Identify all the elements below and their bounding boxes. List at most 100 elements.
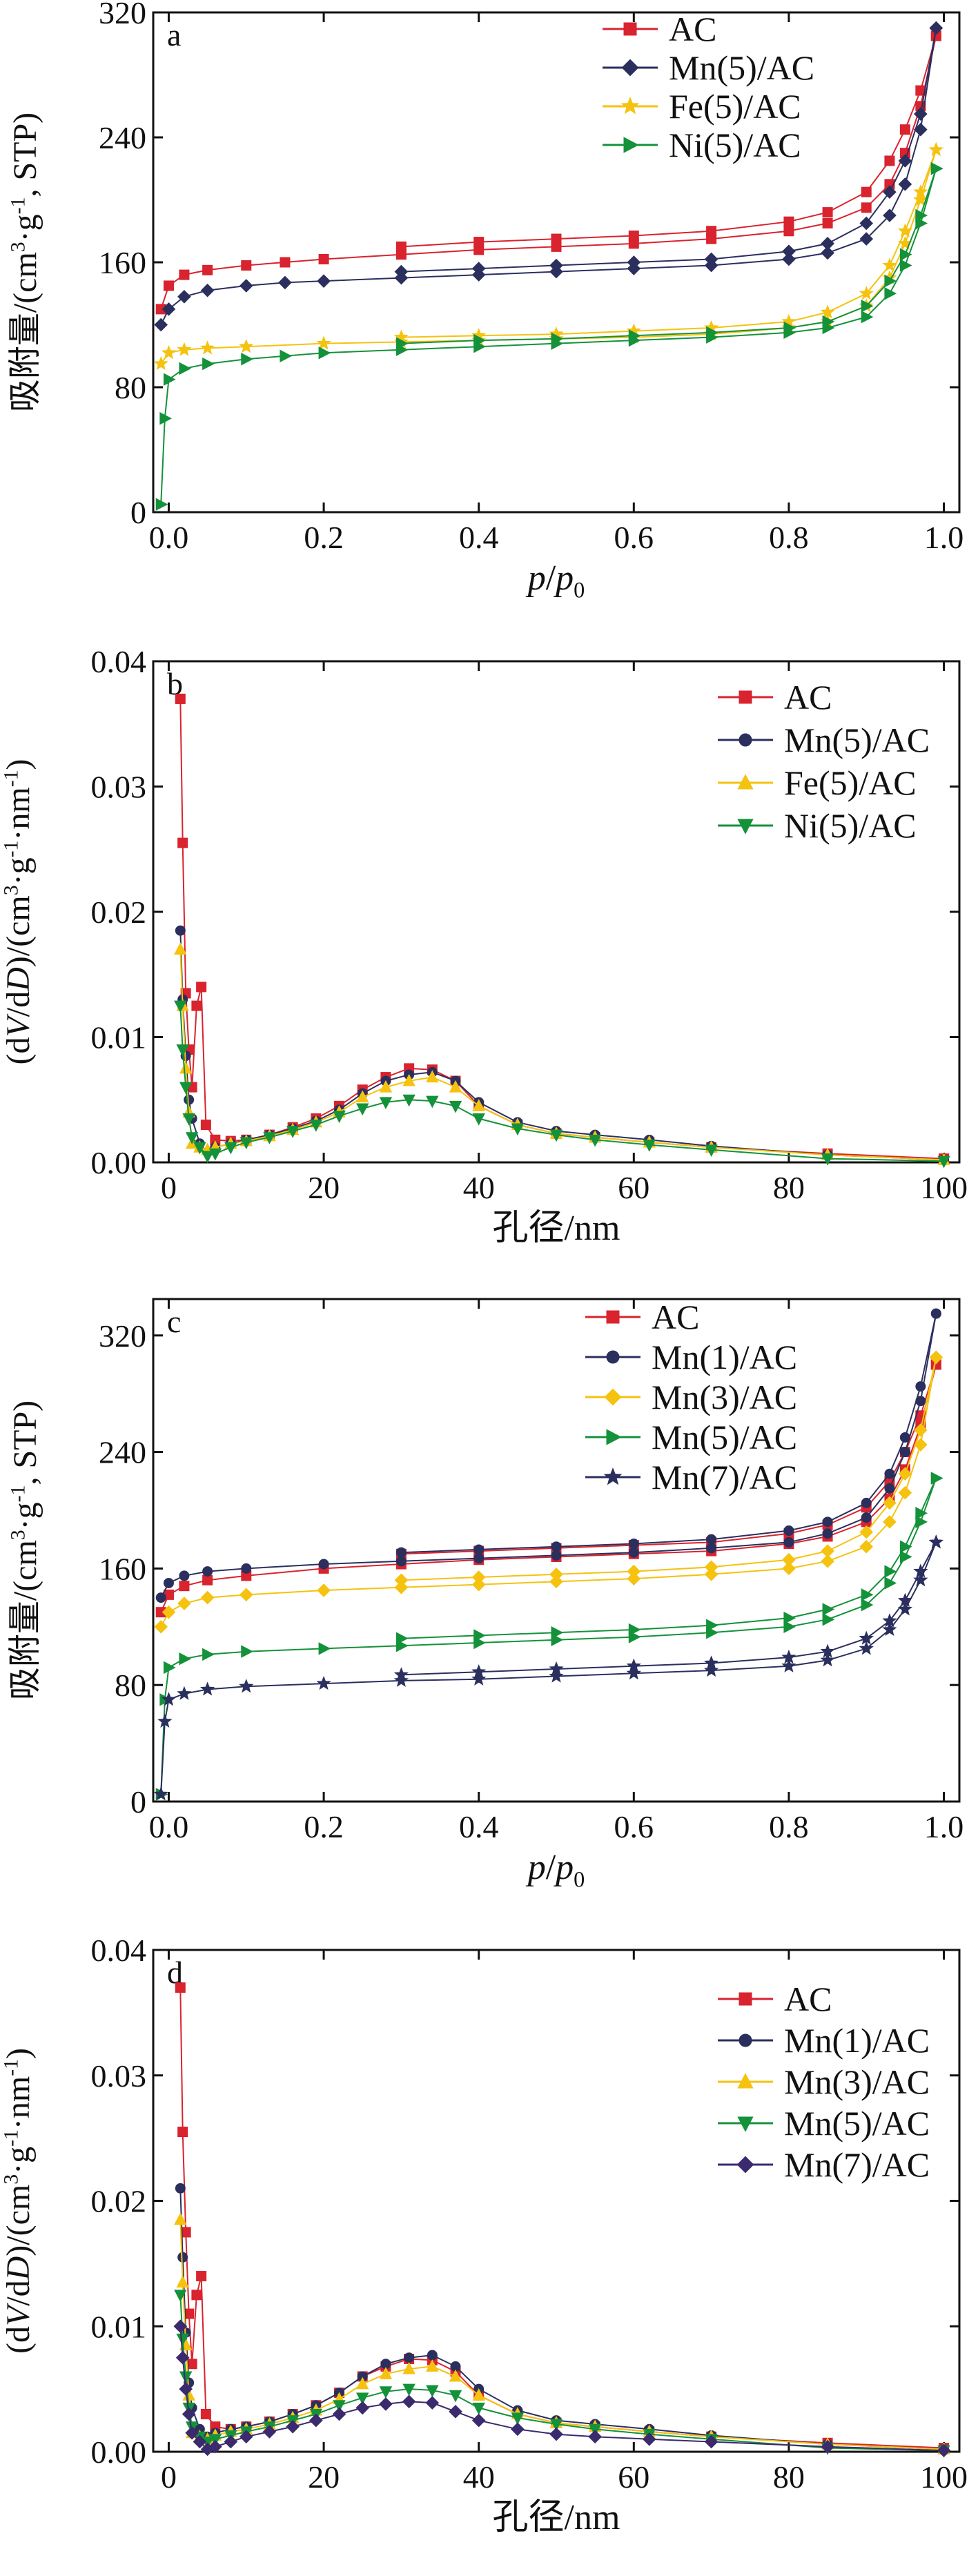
data-point bbox=[174, 2212, 187, 2225]
data-point bbox=[706, 226, 717, 237]
data-point bbox=[309, 1120, 323, 1132]
data-point bbox=[379, 2386, 393, 2399]
legend-marker bbox=[739, 733, 752, 747]
data-point bbox=[471, 2413, 486, 2428]
series-line bbox=[160, 28, 937, 325]
legend-marker bbox=[603, 1467, 623, 1485]
data-point bbox=[174, 1000, 187, 1013]
data-point bbox=[177, 289, 191, 304]
data-point bbox=[884, 155, 895, 166]
data-point bbox=[859, 232, 874, 246]
x-tick-label: 0.6 bbox=[614, 520, 654, 555]
data-point bbox=[175, 2183, 186, 2194]
data-point bbox=[882, 257, 897, 272]
data-point bbox=[471, 1577, 486, 1592]
data-point bbox=[861, 310, 874, 324]
data-point bbox=[176, 2333, 189, 2346]
data-point bbox=[549, 258, 563, 273]
data-point bbox=[706, 1534, 717, 1545]
data-point bbox=[179, 1570, 190, 1581]
data-point bbox=[241, 353, 253, 366]
data-point bbox=[332, 2407, 346, 2421]
data-point bbox=[549, 1668, 564, 1683]
data-point bbox=[914, 1438, 928, 1452]
y-tick-label: 0.01 bbox=[91, 1020, 147, 1055]
data-point bbox=[822, 1516, 833, 1528]
series-mn-7-ac bbox=[173, 2319, 951, 2457]
legend-label: Mn(7)/AC bbox=[652, 1458, 797, 1496]
data-point bbox=[239, 1679, 254, 1693]
x-tick-label: 0.2 bbox=[304, 520, 344, 555]
x-tick-label: 40 bbox=[463, 1170, 495, 1205]
data-point bbox=[202, 1574, 213, 1585]
data-point bbox=[239, 2430, 253, 2443]
data-point bbox=[175, 1982, 186, 1993]
data-point bbox=[394, 264, 409, 279]
series-line bbox=[160, 1542, 937, 1795]
data-point bbox=[898, 177, 912, 191]
data-point bbox=[937, 2443, 951, 2457]
legend-marker bbox=[739, 2033, 752, 2047]
data-point bbox=[781, 1649, 796, 1664]
data-point bbox=[395, 1632, 409, 1645]
data-point bbox=[155, 498, 168, 511]
y-tick-label: 0.04 bbox=[91, 644, 147, 679]
data-point bbox=[177, 1686, 192, 1700]
data-point bbox=[783, 1611, 796, 1625]
data-point bbox=[783, 1620, 796, 1634]
data-point bbox=[859, 216, 874, 231]
data-point bbox=[898, 154, 912, 168]
x-tick-label: 0.0 bbox=[149, 520, 189, 555]
data-point bbox=[425, 2396, 440, 2410]
data-point bbox=[783, 1536, 794, 1548]
data-point bbox=[822, 1613, 835, 1626]
data-point bbox=[628, 1539, 639, 1550]
series-mn-3-ac bbox=[154, 1350, 943, 1634]
data-point bbox=[154, 318, 168, 332]
y-tick-label: 0.02 bbox=[91, 2184, 147, 2219]
data-point bbox=[899, 1432, 910, 1443]
data-point bbox=[821, 1544, 834, 1558]
data-point bbox=[200, 1590, 215, 1605]
data-point bbox=[202, 1566, 213, 1577]
data-point bbox=[551, 1541, 562, 1552]
data-point bbox=[241, 1645, 253, 1658]
data-point bbox=[239, 1588, 253, 1602]
data-point bbox=[395, 1556, 407, 1567]
data-point bbox=[703, 1655, 719, 1670]
data-point bbox=[379, 1097, 393, 1110]
data-point bbox=[163, 1577, 174, 1588]
data-point bbox=[783, 226, 794, 237]
data-point bbox=[473, 237, 485, 248]
data-point bbox=[309, 2413, 323, 2428]
data-point bbox=[193, 1142, 206, 1155]
data-point bbox=[549, 2419, 563, 2432]
series-line bbox=[160, 35, 937, 310]
x-tick-label: 0.8 bbox=[769, 1809, 809, 1844]
data-point bbox=[898, 1467, 912, 1481]
data-point bbox=[175, 693, 186, 704]
legend-label: Fe(5)/AC bbox=[669, 87, 801, 126]
data-point bbox=[317, 1583, 331, 1597]
series-line bbox=[160, 1313, 937, 1599]
data-point bbox=[191, 2290, 202, 2301]
data-point bbox=[333, 2400, 346, 2412]
y-axis-label: (dV/dD)/(cm3·g-1·nm-1) bbox=[0, 2048, 37, 2354]
data-point bbox=[861, 1512, 872, 1523]
y-tick-label: 80 bbox=[115, 1668, 146, 1703]
data-point bbox=[861, 1497, 872, 1508]
data-point bbox=[402, 1073, 415, 1086]
data-point bbox=[356, 1103, 369, 1116]
data-point bbox=[163, 373, 176, 386]
data-point bbox=[355, 2401, 370, 2415]
data-point bbox=[551, 1626, 564, 1639]
data-point bbox=[628, 329, 641, 342]
data-point bbox=[473, 1629, 486, 1642]
legend-marker bbox=[623, 22, 637, 36]
data-point bbox=[402, 2383, 415, 2397]
data-point bbox=[627, 255, 641, 269]
data-point bbox=[163, 1661, 176, 1675]
data-point bbox=[899, 124, 910, 135]
data-point bbox=[318, 1642, 331, 1655]
data-point bbox=[861, 1598, 874, 1612]
